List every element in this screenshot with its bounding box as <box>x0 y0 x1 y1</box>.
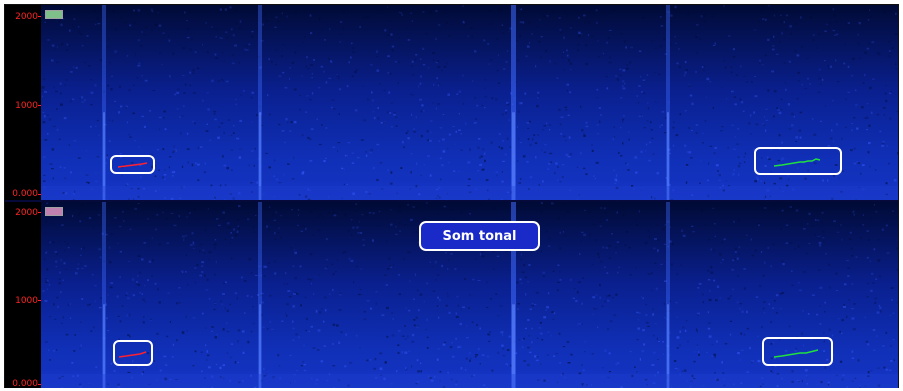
tick-mark <box>38 16 41 17</box>
frequency-axis-bottom: 2000 1000 0.000 <box>5 202 41 389</box>
frequency-axis-top: 2000 1000 0.000 <box>5 5 41 200</box>
annotation-box-top-left[interactable] <box>110 155 155 174</box>
tick-label-0: 0.000 <box>12 189 38 199</box>
channel-tag-top[interactable] <box>45 10 63 19</box>
tick-mark <box>38 384 41 385</box>
tick-mark <box>38 212 41 213</box>
tick-mark <box>38 300 41 301</box>
tick-label-0: 0.000 <box>12 379 38 389</box>
tonal-sound-callout: Som tonal <box>419 221 540 251</box>
tick-mark <box>38 194 41 195</box>
annotation-box-bottom-right[interactable] <box>762 337 833 366</box>
tick-label-1000: 1000 <box>15 101 38 111</box>
whistle-trace-green-icon <box>773 158 821 167</box>
tick-label-2000: 2000 <box>15 12 38 22</box>
annotation-box-top-right[interactable] <box>754 147 842 175</box>
annotation-box-bottom-left[interactable] <box>113 340 153 366</box>
whistle-trace-red-icon <box>118 351 147 358</box>
panel-separator[interactable] <box>5 200 898 202</box>
channel-tag-bottom[interactable] <box>45 207 63 216</box>
tick-label-2000: 2000 <box>15 208 38 218</box>
whistle-trace-red-icon <box>117 162 148 168</box>
spectrogram-viewer[interactable]: 2000 1000 0.000 2000 1000 0.000 <box>4 4 899 389</box>
tick-mark <box>38 105 41 106</box>
tick-label-1000: 1000 <box>15 296 38 306</box>
callout-label: Som tonal <box>442 228 517 244</box>
whistle-trace-green-icon <box>773 349 819 358</box>
